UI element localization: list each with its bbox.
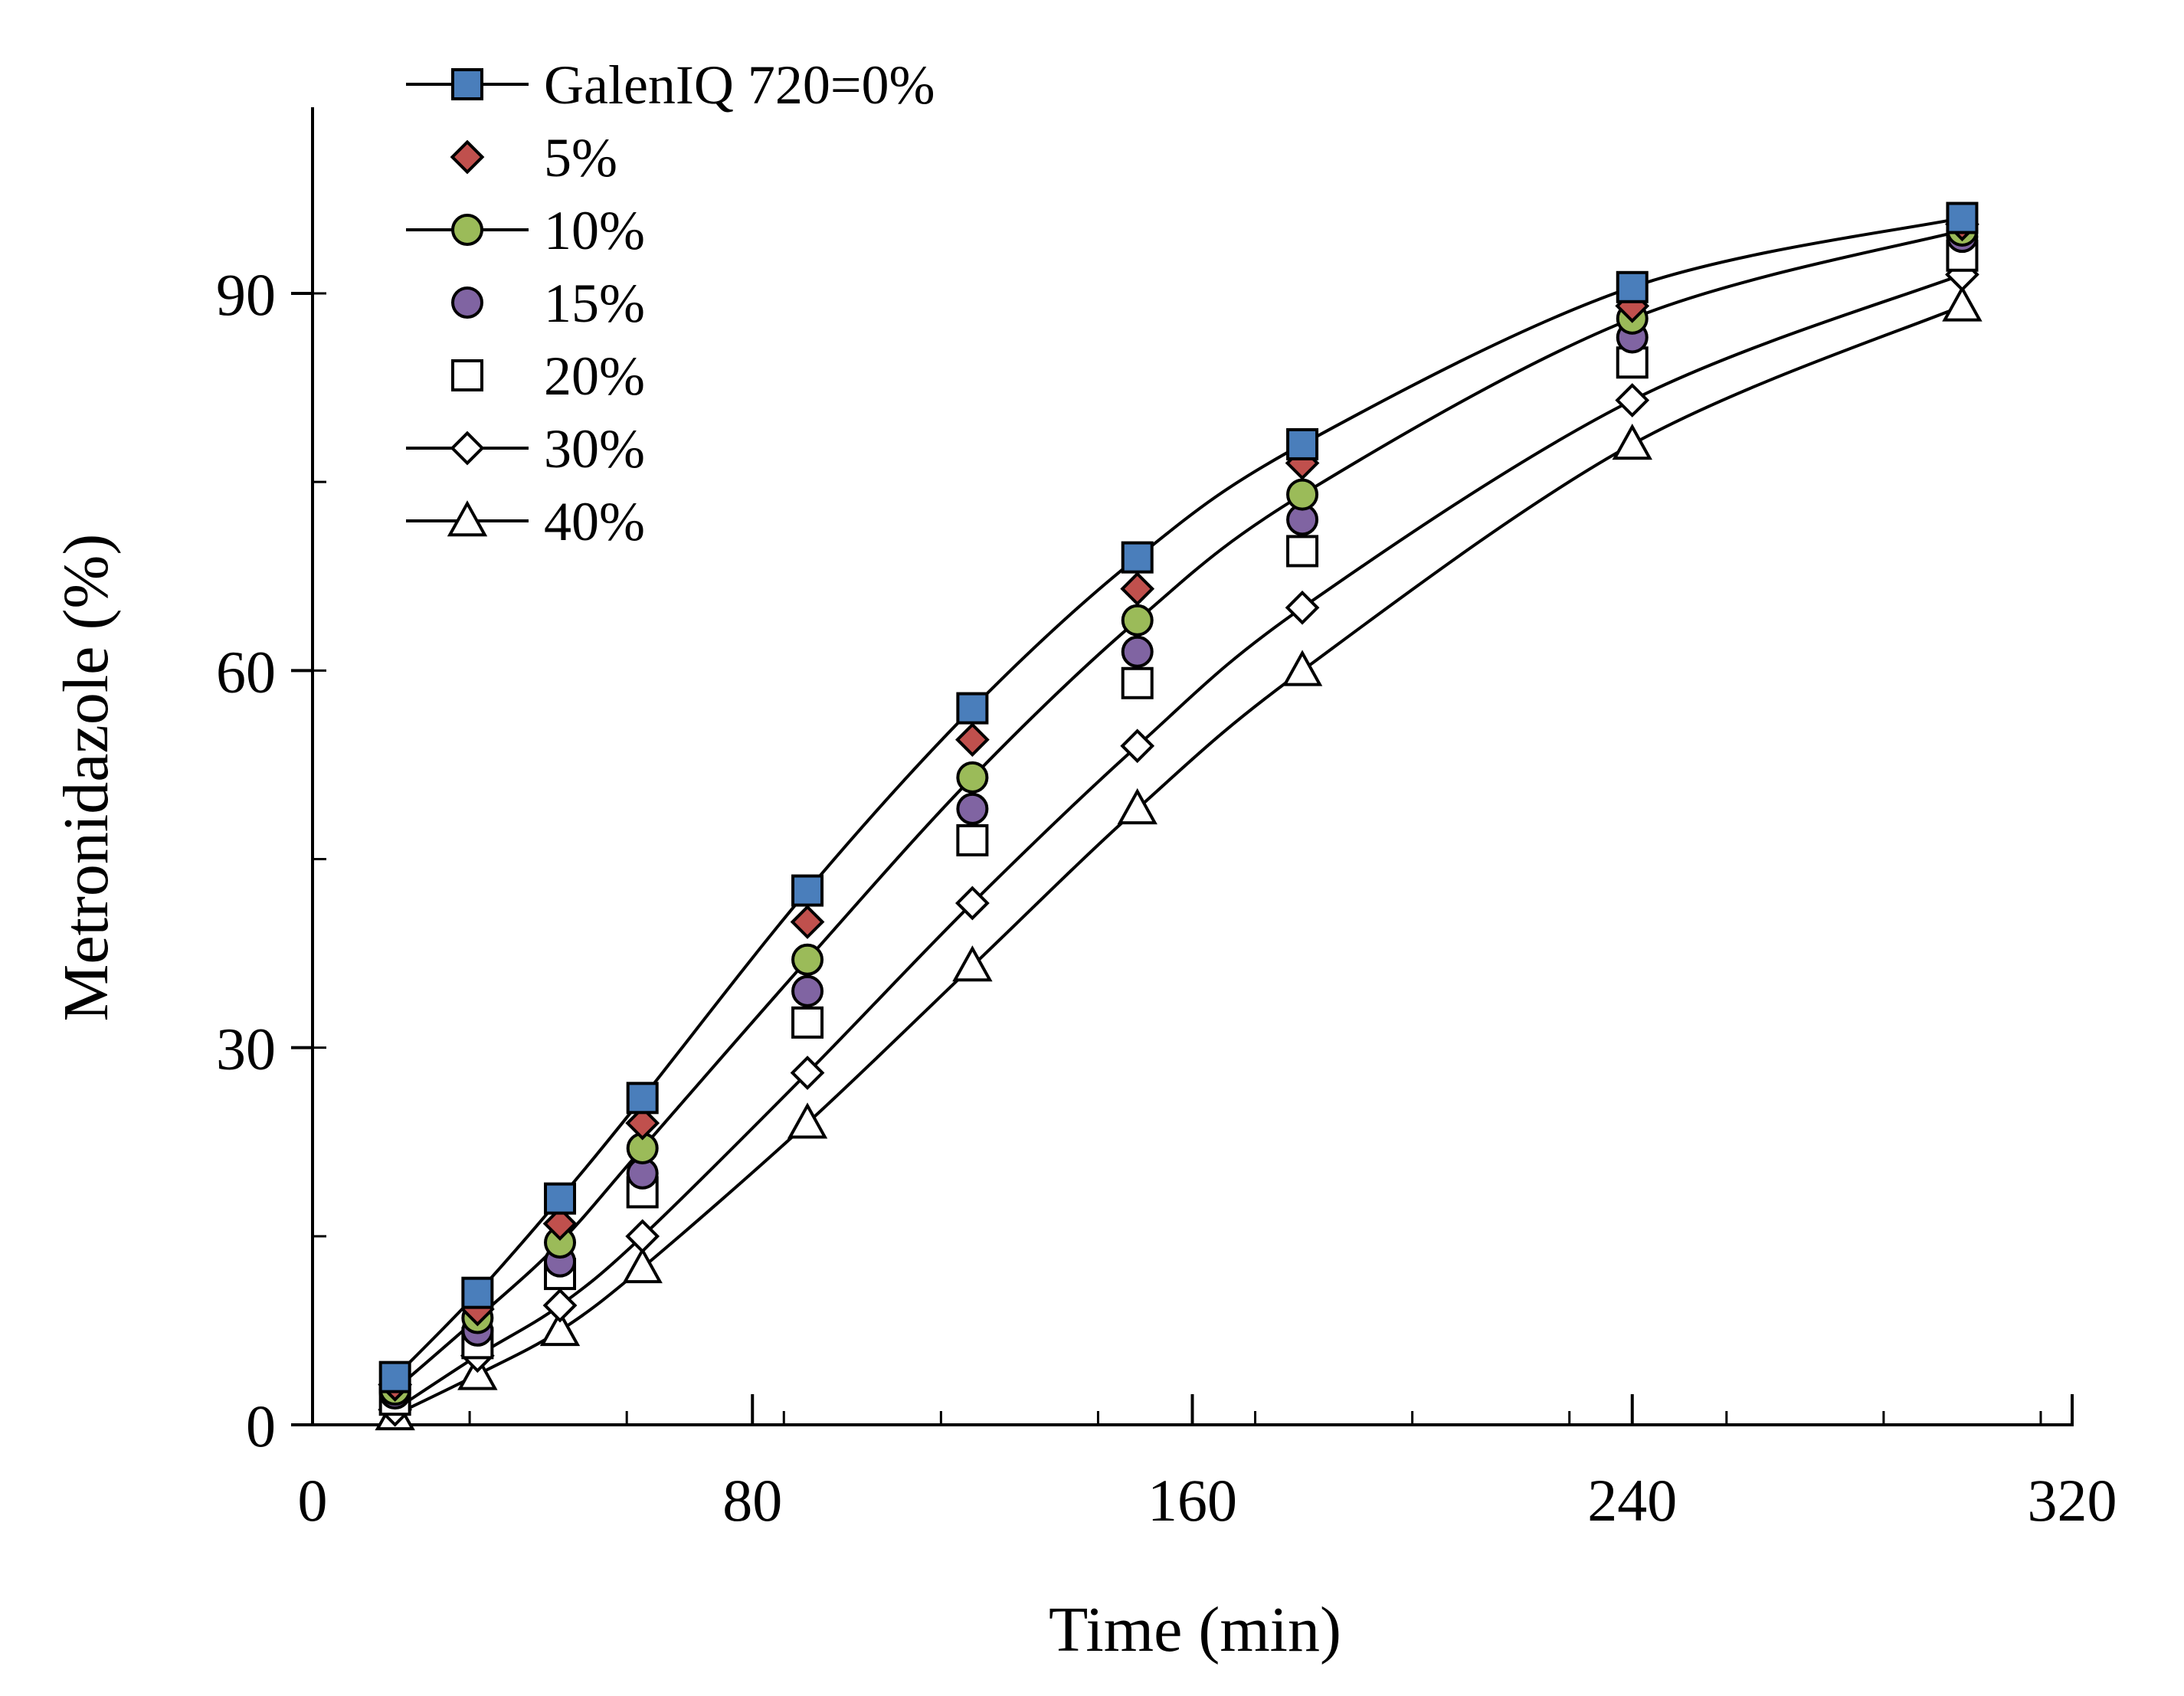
data-point-40 xyxy=(952,945,993,982)
legend-label: 15% xyxy=(544,273,645,334)
data-point-40 xyxy=(1942,285,1983,322)
data-point-galeniq-720-0 xyxy=(1946,201,1979,234)
x-tick-label: 80 xyxy=(722,1467,782,1534)
data-point-15 xyxy=(956,792,989,825)
data-point-galeniq-720-0 xyxy=(956,692,989,725)
data-point-10 xyxy=(791,943,824,976)
data-point-40 xyxy=(787,1102,828,1139)
legend-marker xyxy=(447,500,488,537)
y-axis-title: Metronidazole (%) xyxy=(51,534,122,1022)
data-point-30 xyxy=(1285,590,1320,625)
data-point-20 xyxy=(1121,666,1154,699)
data-point-5 xyxy=(1120,571,1155,607)
data-point-galeniq-720-0 xyxy=(1286,427,1319,460)
data-point-30 xyxy=(625,1219,660,1254)
data-point-40 xyxy=(1612,424,1652,460)
data-point-galeniq-720-0 xyxy=(1616,270,1649,303)
data-point-40 xyxy=(1117,787,1157,825)
data-point-5 xyxy=(625,1105,660,1141)
data-point-20 xyxy=(791,1006,824,1039)
legend: GalenIQ 720=0% 5% 10% 15% 20% 30% 40% xyxy=(406,54,935,552)
data-point-15 xyxy=(791,974,824,1007)
data-point-30 xyxy=(542,1288,578,1323)
x-tick-label: 0 xyxy=(298,1467,328,1534)
data-point-30 xyxy=(1120,728,1155,764)
data-point-5 xyxy=(954,722,990,757)
x-tick-label: 320 xyxy=(2028,1467,2117,1534)
data-point-galeniq-720-0 xyxy=(626,1082,659,1115)
data-point-10 xyxy=(1286,478,1319,511)
y-tick-label: 0 xyxy=(246,1393,276,1459)
legend-marker xyxy=(451,68,483,100)
x-tick-label: 240 xyxy=(1587,1467,1677,1534)
data-point-10 xyxy=(1121,604,1154,637)
data-point-30 xyxy=(954,886,990,921)
data-point-40 xyxy=(1282,650,1323,686)
data-point-galeniq-720-0 xyxy=(791,874,824,907)
x-tick-label: 160 xyxy=(1148,1467,1237,1534)
y-tick-label: 30 xyxy=(216,1016,276,1082)
legend-marker xyxy=(450,431,485,466)
legend-label: 40% xyxy=(544,491,645,552)
axes: 0 80 160 240 320 0 30 60 90 xyxy=(216,107,2117,1534)
data-point-galeniq-720-0 xyxy=(378,1360,411,1393)
data-point-30 xyxy=(790,1056,825,1090)
y-tick-label: 90 xyxy=(216,261,276,328)
data-point-40 xyxy=(622,1246,663,1284)
legend-marker xyxy=(451,286,483,319)
data-point-20 xyxy=(1286,535,1319,568)
data-point-5 xyxy=(790,905,825,939)
legend-marker xyxy=(451,214,483,246)
y-tick-label: 60 xyxy=(216,638,276,705)
data-point-30 xyxy=(1615,383,1650,417)
data-point-10 xyxy=(956,761,989,794)
series-markers xyxy=(375,201,1983,1431)
data-point-galeniq-720-0 xyxy=(544,1182,577,1215)
legend-label: GalenIQ 720=0% xyxy=(544,54,935,116)
legend-label: 20% xyxy=(544,345,645,407)
legend-marker xyxy=(451,359,483,391)
legend-label: 10% xyxy=(544,200,645,261)
data-point-5 xyxy=(542,1207,578,1241)
legend-marker xyxy=(450,139,485,175)
data-point-15 xyxy=(1121,635,1154,668)
data-point-galeniq-720-0 xyxy=(1121,541,1154,574)
legend-label: 30% xyxy=(544,418,645,480)
data-point-40 xyxy=(539,1309,581,1347)
x-axis-title: Time (min) xyxy=(1049,1594,1341,1665)
data-point-20 xyxy=(956,823,989,856)
legend-label: 5% xyxy=(544,127,617,188)
data-point-galeniq-720-0 xyxy=(461,1276,494,1309)
